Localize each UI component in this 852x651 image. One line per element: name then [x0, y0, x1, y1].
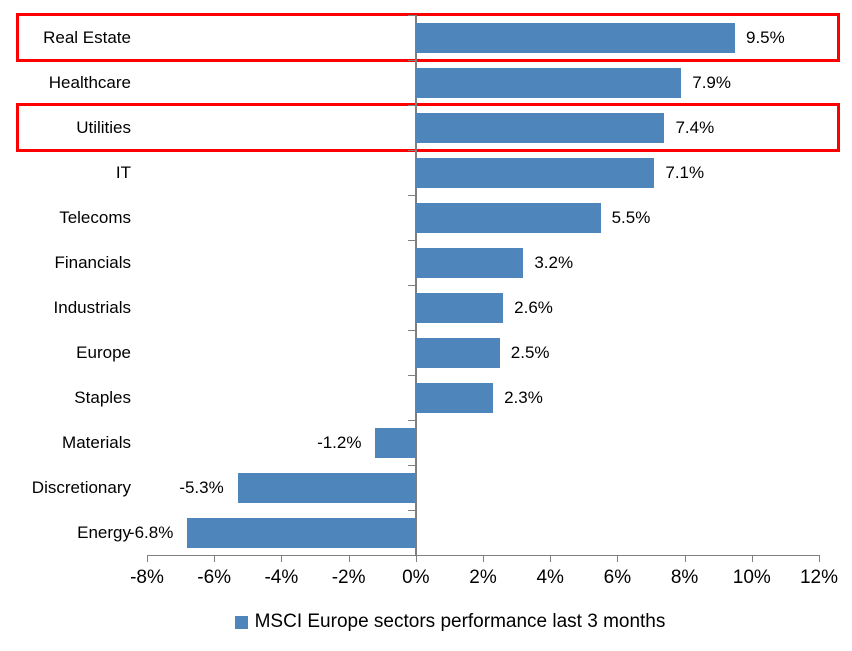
- x-tick-label: 6%: [603, 567, 632, 588]
- x-tick-mark: [819, 555, 820, 562]
- x-tick-label: -2%: [331, 567, 366, 588]
- value-label: 3.2%: [534, 253, 574, 272]
- x-tick-mark: [348, 555, 350, 562]
- x-tick-label: -8%: [130, 567, 164, 588]
- category-label: Utilities: [76, 118, 131, 137]
- value-label: 7.9%: [692, 73, 731, 92]
- x-tick-label: 8%: [670, 567, 699, 588]
- value-label: -5.3%: [179, 478, 224, 497]
- value-label: 2.5%: [510, 343, 550, 362]
- category-label: Materials: [62, 433, 131, 452]
- x-tick-label: 10%: [732, 567, 771, 588]
- bar: [237, 473, 416, 503]
- category-tick-mark: [407, 15, 415, 16]
- value-label: 9.5%: [746, 28, 785, 47]
- category-tick-mark: [407, 240, 415, 241]
- category-tick-mark: [407, 330, 415, 331]
- bar: [375, 428, 416, 458]
- x-tick-mark: [684, 555, 686, 562]
- zero-axis-line: [414, 15, 417, 555]
- x-tick-mark: [147, 555, 148, 562]
- x-tick-mark: [281, 555, 283, 562]
- category-label: Real Estate: [43, 28, 131, 47]
- value-label: 2.6%: [514, 298, 553, 317]
- highlight-box: [16, 103, 840, 152]
- value-label: 7.4%: [675, 118, 715, 137]
- legend: MSCI Europe sectors performance last 3 m…: [48, 610, 852, 634]
- category-tick-mark: [407, 150, 415, 151]
- legend-label: MSCI Europe sectors performance last 3 m…: [254, 611, 666, 632]
- bar: [415, 158, 655, 188]
- category-label: Industrials: [53, 298, 131, 317]
- x-tick-label: 4%: [536, 567, 564, 588]
- category-tick-mark: [407, 420, 415, 421]
- bar: [415, 113, 665, 143]
- category-tick-mark: [407, 60, 415, 61]
- x-tick-mark: [483, 555, 484, 562]
- category-label: Energy: [77, 523, 131, 542]
- x-tick-mark: [550, 555, 552, 562]
- category-label: Discretionary: [31, 478, 131, 497]
- category-tick-mark: [407, 195, 415, 196]
- bar: [415, 68, 682, 98]
- category-label: Staples: [74, 388, 131, 407]
- category-label: Healthcare: [48, 73, 131, 92]
- category-label: Europe: [76, 343, 131, 362]
- category-label: Telecoms: [59, 208, 131, 227]
- category-tick-mark: [407, 105, 415, 106]
- value-label: -1.2%: [317, 433, 362, 452]
- x-tick-mark: [214, 555, 216, 562]
- category-label: Financials: [54, 253, 131, 272]
- highlight-box: [16, 13, 840, 62]
- legend-swatch-icon: [234, 615, 248, 629]
- x-tick-mark: [415, 555, 417, 562]
- bar: [415, 203, 601, 233]
- category-label: IT: [115, 163, 131, 182]
- value-label: -6.8%: [128, 523, 174, 542]
- x-tick-label: 12%: [799, 567, 839, 588]
- value-label: 5.5%: [611, 208, 651, 227]
- bar: [415, 338, 500, 368]
- bar: [415, 248, 524, 278]
- bar: [415, 23, 735, 53]
- x-tick-label: 2%: [469, 567, 497, 588]
- bar: [415, 383, 494, 413]
- x-tick-label: -6%: [197, 567, 232, 588]
- bar: [415, 293, 504, 323]
- value-label: 2.3%: [504, 388, 543, 407]
- x-tick-label: -4%: [264, 567, 299, 588]
- category-tick-mark: [407, 285, 415, 286]
- value-label: 7.1%: [665, 163, 705, 182]
- category-tick-mark: [407, 375, 415, 376]
- bar: [187, 518, 416, 548]
- x-tick-label: 0%: [402, 567, 430, 588]
- x-tick-mark: [617, 555, 619, 562]
- x-tick-mark: [751, 555, 753, 562]
- category-tick-mark: [407, 510, 415, 511]
- category-tick-mark: [407, 465, 415, 466]
